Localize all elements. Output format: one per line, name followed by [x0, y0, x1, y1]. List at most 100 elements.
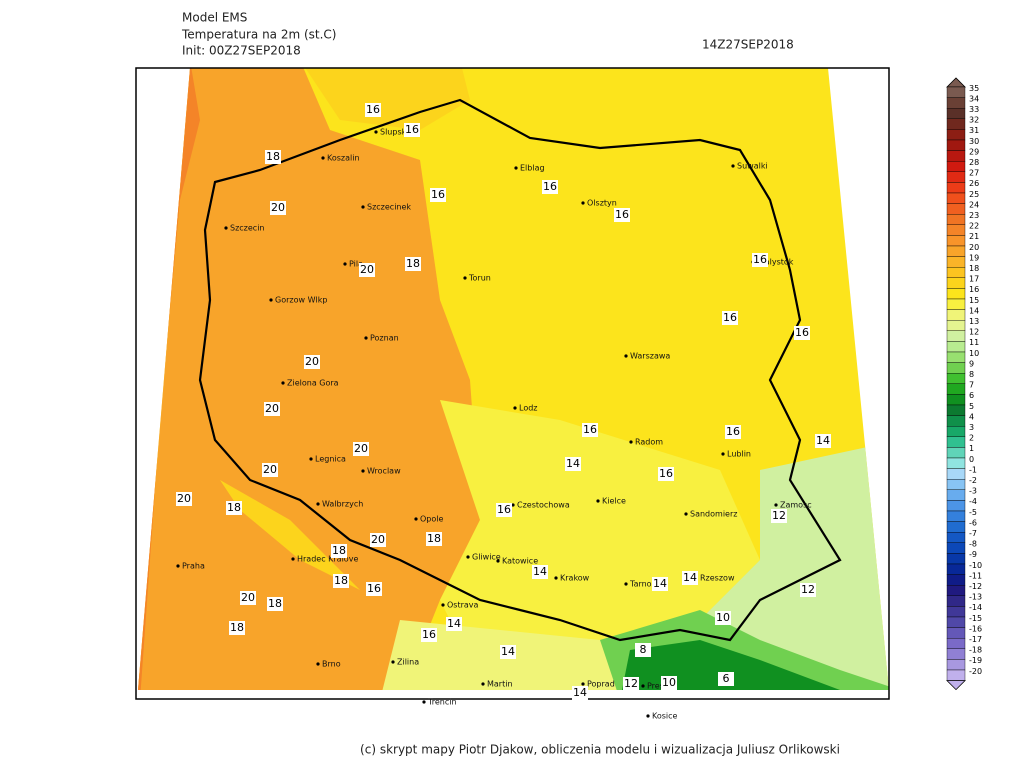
colorbar-swatch [946, 415, 966, 427]
colorbar-swatch [946, 160, 966, 172]
colorbar-label: 22 [969, 222, 979, 231]
colorbar-swatch [946, 277, 966, 289]
colorbar-swatch [946, 330, 966, 342]
city-dot [774, 503, 778, 507]
city-dot [466, 555, 470, 559]
city-label: Legnica [315, 455, 346, 464]
contour-label-box [366, 582, 382, 596]
contour-labels: 16 16 18 16 16 16 20 18 20 16 16 16 20 20 16 16 14 20 14 16… [176, 103, 831, 700]
contour-label-box [771, 509, 787, 523]
contour-label-box [430, 188, 446, 202]
colorbar-swatch [946, 213, 966, 225]
colorbar-swatch [946, 341, 966, 353]
colorbar-label: 6 [969, 391, 974, 400]
colorbar-label: 16 [969, 285, 979, 294]
city-dot [514, 166, 518, 170]
contour-label: 14 [566, 457, 580, 470]
city-label: Hradec Kralove [297, 555, 358, 564]
colorbar-swatch [946, 574, 966, 586]
contour-label: 16 [405, 123, 419, 136]
colorbar-swatch [946, 107, 966, 119]
city-dot [684, 512, 688, 516]
city-dot [624, 354, 628, 358]
contour-label-box [264, 402, 280, 416]
colorbar-swatch [946, 309, 966, 321]
city-dot [554, 576, 558, 580]
city-label: Gliwice [472, 553, 501, 562]
city-dot [321, 156, 325, 160]
country-border [198, 98, 842, 642]
colorbar-swatch [946, 648, 966, 660]
colorbar-label: 13 [969, 317, 979, 326]
colorbar-swatch [946, 171, 966, 183]
city-dot [511, 503, 515, 507]
contour-label: 18 [266, 150, 280, 163]
city-label: Suwalki [737, 162, 768, 171]
contour-label: 20 [241, 591, 255, 604]
colorbar-label: 4 [969, 412, 974, 421]
contour-label-box [565, 457, 581, 471]
colorbar-label: -16 [969, 624, 982, 633]
colorbar-swatch [946, 638, 966, 650]
contour-label: 20 [263, 463, 277, 476]
contour-label-box [752, 253, 768, 267]
contour-label-box [582, 423, 598, 437]
contour-label-box [658, 467, 674, 481]
colorbar-swatch [946, 595, 966, 607]
contour-label: 20 [265, 402, 279, 415]
contour-label: 16 [422, 628, 436, 641]
contour-label: 14 [653, 577, 667, 590]
city-dot [646, 714, 650, 718]
colorbar-label: 21 [969, 232, 979, 241]
colorbar-swatch [946, 139, 966, 151]
contour-label-box [226, 501, 242, 515]
colorbar-swatch [946, 521, 966, 533]
colorbar-swatch [946, 500, 966, 512]
city-label: Lodz [519, 404, 538, 413]
colorbar-label: -9 [969, 550, 977, 559]
colorbar-swatch [946, 129, 966, 141]
city-label: Praha [182, 562, 205, 571]
city-label: Sandomierz [690, 510, 737, 519]
contour-label-box [614, 208, 630, 222]
city-dot [361, 469, 365, 473]
colorbar-label: 34 [969, 94, 979, 103]
contour-label-box [800, 583, 816, 597]
colorbar-label: -14 [969, 603, 982, 612]
city-label: Olsztyn [587, 199, 617, 208]
colorbar-label: 27 [969, 169, 979, 178]
city-dot [361, 205, 365, 209]
colorbar-swatch [946, 489, 966, 501]
contour-label: 20 [177, 492, 191, 505]
contour-label: 18 [227, 501, 241, 514]
contour-label-box [815, 434, 831, 448]
city-dot [422, 700, 426, 704]
contour-label: 18 [332, 544, 346, 557]
colorbar-label: -10 [969, 561, 982, 570]
contour-label: 16 [659, 467, 673, 480]
colorbar-swatch [946, 669, 966, 681]
colorbar-swatch [946, 150, 966, 162]
colorbar-label: 24 [969, 200, 979, 209]
colorbar-label: 15 [969, 296, 979, 305]
colorbar-label: 20 [969, 243, 979, 252]
contour-label-box [240, 591, 256, 605]
colorbar-label: -7 [969, 529, 977, 538]
colorbar-label: 14 [969, 306, 979, 315]
colorbar-swatch [946, 606, 966, 618]
contour-label: 14 [447, 617, 461, 630]
contour-label: 16 [367, 582, 381, 595]
city-dot [496, 559, 500, 563]
city-dot [731, 164, 735, 168]
city-label: Krakow [560, 574, 590, 583]
contour-label: 18 [406, 257, 420, 270]
city-dot [513, 406, 517, 410]
colorbar-arrow-top [946, 77, 966, 88]
colorbar-label: 18 [969, 264, 979, 273]
city-dot [364, 336, 368, 340]
colorbar-label: 35 [969, 84, 979, 93]
city-label: Bialystok [757, 258, 794, 267]
contour-label-box [404, 123, 420, 137]
contour-label: 10 [662, 676, 676, 689]
colorbar-swatch [946, 256, 966, 268]
